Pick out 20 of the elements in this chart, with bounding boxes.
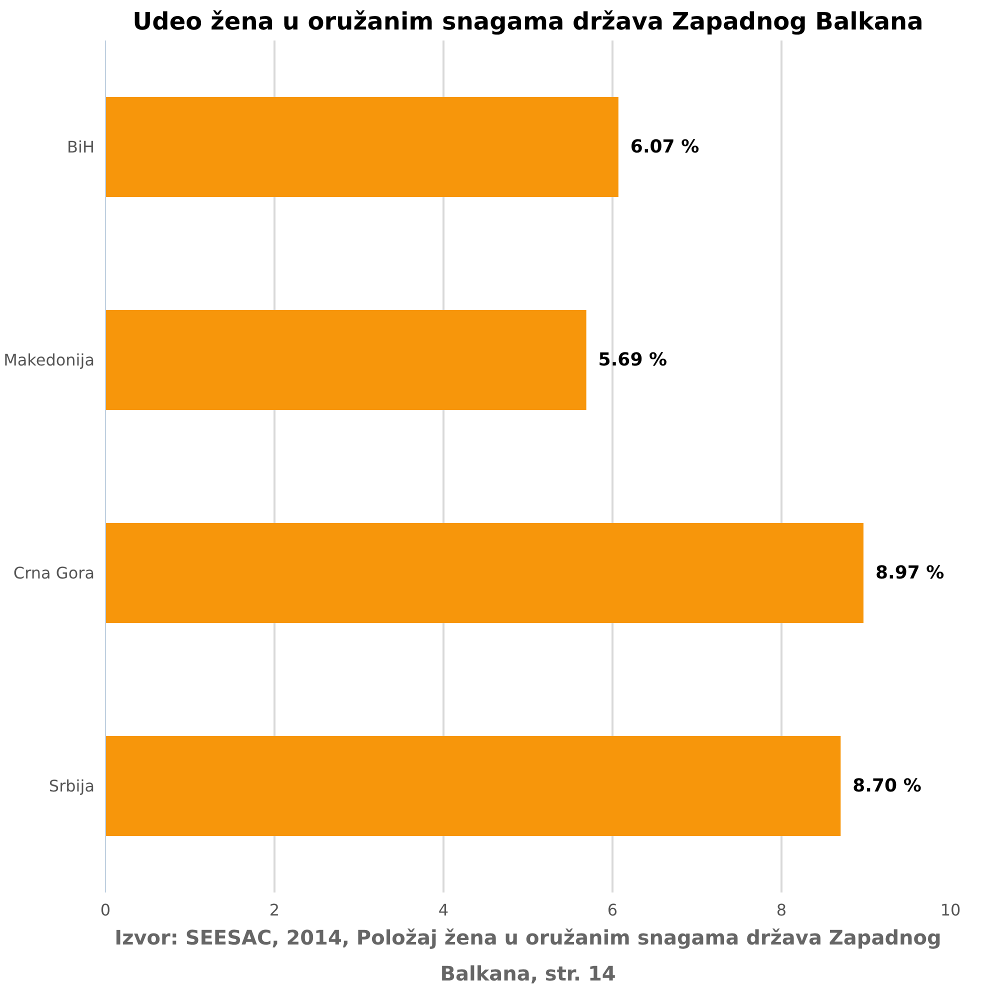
data-label: 6.07 %: [630, 136, 700, 158]
x-tick-label: 8: [776, 900, 787, 920]
data-label: 5.69 %: [598, 350, 668, 370]
data-label: 8.97 %: [875, 562, 944, 584]
y-tick-label: Makedonija: [4, 350, 95, 370]
y-tick-label: Srbija: [48, 776, 95, 796]
y-tick-label: Crna Gora: [13, 564, 95, 582]
x-tick-label: 0: [100, 900, 111, 920]
chart-title: Udeo žena u oružanim snagama država Zapadnog Balkana: [132, 8, 924, 36]
y-tick-label: BiH: [67, 138, 94, 156]
bar: [106, 310, 586, 410]
data-label: 8.70 %: [852, 776, 922, 796]
x-tick-label: 10: [940, 900, 961, 920]
text: Izvor: SEESAC, 2014, Položaj žena u oružanim snagama država Zapadnog Balkana, str. 14: [114, 926, 942, 986]
bar: [106, 736, 841, 836]
x-tick-label: 2: [269, 900, 280, 920]
x-tick-label: 6: [607, 900, 618, 920]
x-tick-label: 4: [438, 900, 449, 920]
bar: [106, 96, 618, 198]
bar: [106, 522, 864, 624]
